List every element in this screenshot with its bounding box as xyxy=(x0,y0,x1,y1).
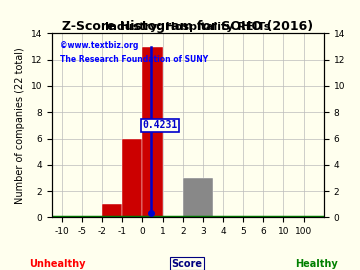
Text: Industry: Hospitality REITs: Industry: Hospitality REITs xyxy=(105,22,270,32)
Text: Healthy: Healthy xyxy=(296,259,338,269)
Bar xyxy=(122,139,143,217)
Title: Z-Score Histogram for SOHO (2016): Z-Score Histogram for SOHO (2016) xyxy=(62,21,313,33)
Text: Score: Score xyxy=(172,259,203,269)
Text: ©www.textbiz.org: ©www.textbiz.org xyxy=(60,41,138,50)
Bar xyxy=(183,178,213,217)
Bar xyxy=(143,46,163,217)
Text: The Research Foundation of SUNY: The Research Foundation of SUNY xyxy=(60,55,208,65)
Y-axis label: Number of companies (22 total): Number of companies (22 total) xyxy=(15,47,25,204)
Text: 0.4231: 0.4231 xyxy=(143,120,178,130)
Bar xyxy=(102,204,122,217)
Text: Unhealthy: Unhealthy xyxy=(30,259,86,269)
